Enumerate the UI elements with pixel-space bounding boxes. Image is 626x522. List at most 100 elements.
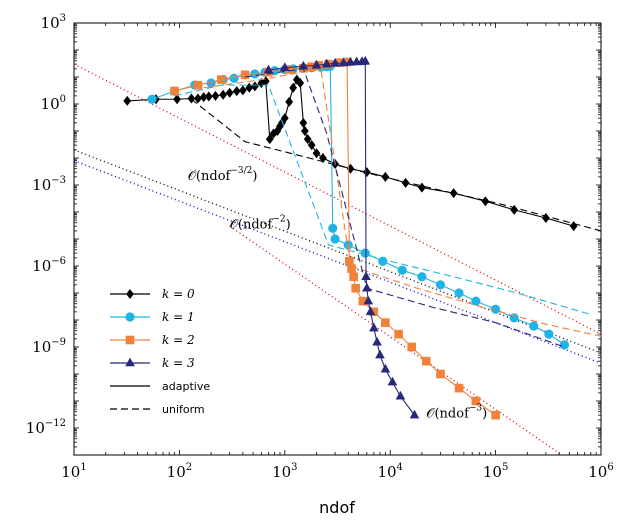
data-point-k-0-adaptive: [312, 148, 321, 159]
data-point-k-2-adaptive: [454, 383, 464, 393]
data-point-k-0-adaptive: [319, 153, 327, 163]
series-k-3-uniform: [245, 68, 565, 348]
x-tick-label: 102: [167, 462, 192, 481]
y-tick-label: 103: [41, 13, 66, 32]
data-point-k-0-adaptive: [299, 117, 308, 128]
y-tick-label: 100: [41, 94, 66, 113]
data-point-k-2-adaptive: [471, 396, 481, 406]
legend-label: k = 2: [162, 333, 195, 347]
data-point-k-0-adaptive: [225, 87, 234, 98]
data-point-k-0-adaptive: [219, 89, 228, 100]
y-tick-label: 10−9: [32, 337, 66, 356]
data-point-k-1-adaptive: [491, 304, 501, 314]
data-point-k-1-adaptive: [328, 223, 338, 233]
data-point-k-3-adaptive: [365, 306, 376, 316]
data-point-k-3-adaptive: [263, 64, 274, 74]
series-k-0-adaptive: [123, 74, 578, 232]
data-point-k-3-adaptive: [311, 59, 322, 69]
data-point-k-0-adaptive: [280, 113, 289, 124]
data-point-k-2-adaptive: [394, 329, 403, 339]
data-point-k-2-adaptive: [381, 318, 390, 327]
data-point-k-2-adaptive: [491, 410, 500, 420]
data-point-k-0-adaptive: [296, 78, 305, 88]
x-tick-label: 104: [377, 462, 402, 481]
data-point-k-3-adaptive: [345, 56, 356, 66]
data-point-k-2-adaptive: [421, 356, 431, 366]
y-tick-label: 10−3: [32, 175, 66, 194]
data-point-k-3-adaptive: [360, 55, 371, 65]
data-point-k-0-adaptive: [232, 86, 241, 97]
data-point-k-3-adaptive: [363, 295, 374, 305]
data-point-k-0-adaptive: [250, 81, 259, 92]
series-o-ndof-3-reference: [229, 225, 563, 455]
data-point-k-1-adaptive: [529, 321, 539, 331]
rate-annotation: 𝒪(ndof−2): [230, 214, 291, 232]
data-point-k-3-adaptive: [330, 57, 340, 67]
data-point-k-0-adaptive: [449, 188, 458, 199]
data-point-k-0-adaptive: [289, 82, 298, 93]
x-axis-label: ndof: [319, 498, 355, 517]
data-point-k-2-adaptive: [217, 75, 226, 84]
x-tick-label: 106: [588, 462, 613, 481]
data-point-k-3-adaptive: [375, 349, 385, 359]
series-line-k-1-adaptive: [151, 65, 565, 346]
annotations: 𝒪(ndof−3/2) 𝒪(ndof−2) 𝒪(ndof−3): [188, 166, 488, 421]
data-point-k-1-adaptive: [360, 248, 370, 258]
data-point-k-2-adaptive: [170, 86, 179, 96]
data-point-k-0-adaptive: [123, 95, 132, 106]
data-point-k-3-adaptive: [387, 376, 398, 386]
legend-marker: [126, 289, 134, 299]
series-layer: [74, 55, 601, 455]
data-point-k-2-adaptive: [407, 342, 417, 352]
data-point-k-0-adaptive: [194, 93, 202, 104]
series-line-o-ndof-3-reference: [229, 225, 563, 455]
data-point-k-3-adaptive: [372, 336, 382, 346]
data-point-k-1-adaptive: [397, 265, 407, 275]
legend-marker: [125, 357, 135, 367]
series-line-k-2-uniform: [203, 68, 601, 337]
data-point-k-0-adaptive: [211, 90, 220, 101]
legend-label: k = 3: [162, 356, 195, 370]
data-point-k-0-adaptive: [173, 94, 181, 105]
data-point-k-1-adaptive: [509, 313, 519, 323]
series-o-ndof-2-reference: [74, 63, 601, 335]
data-point-k-3-adaptive: [369, 322, 379, 332]
series-line-k-0-uniform: [191, 98, 601, 232]
y-tick-label: 10−12: [26, 418, 66, 437]
legend-item-k-0: k = 0: [110, 287, 195, 301]
data-point-k-1-adaptive: [435, 280, 446, 290]
data-point-k-0-adaptive: [204, 91, 213, 102]
data-point-k-1-adaptive: [330, 234, 340, 244]
data-point-k-2-adaptive: [240, 70, 250, 80]
data-point-k-1-adaptive: [454, 288, 464, 298]
series-k-2-uniform: [203, 68, 601, 337]
legend-label: k = 1: [162, 310, 195, 324]
data-point-k-1-adaptive: [559, 340, 570, 350]
y-tick-label: 10−6: [32, 256, 66, 275]
data-point-k-2-adaptive: [351, 283, 360, 293]
series-line-k-3-adaptive: [268, 60, 415, 416]
x-tick-label: 101: [61, 462, 86, 481]
series-k-0-uniform: [191, 98, 601, 232]
series-line-k-3-uniform: [245, 68, 565, 348]
legend-item-uniform: uniform: [110, 403, 205, 416]
data-point-k-2-adaptive: [436, 369, 445, 379]
data-point-k-0-adaptive: [362, 167, 371, 178]
legend-label: uniform: [162, 403, 205, 416]
series-o-ndof-3-2-lower-reference: [74, 160, 601, 364]
legend-marker: [125, 312, 135, 322]
data-point-k-3-adaptive: [361, 271, 371, 281]
data-point-k-3-adaptive: [321, 58, 332, 68]
data-point-k-0-adaptive: [300, 126, 309, 136]
data-point-k-3-adaptive: [409, 409, 420, 419]
legend-item-adaptive: adaptive: [110, 380, 210, 393]
data-point-k-1-adaptive: [417, 272, 427, 282]
data-point-k-0-adaptive: [303, 134, 312, 145]
data-point-k-1-adaptive: [147, 94, 157, 104]
data-point-k-3-adaptive: [279, 62, 290, 72]
data-point-k-0-adaptive: [418, 182, 426, 193]
data-point-k-3-adaptive: [380, 363, 391, 373]
data-point-k-1-adaptive: [544, 329, 554, 339]
axis-tick-labels: 101 102 103 104 105 106 103 100 10−3 10−6 10−9 10−1…: [26, 13, 614, 481]
